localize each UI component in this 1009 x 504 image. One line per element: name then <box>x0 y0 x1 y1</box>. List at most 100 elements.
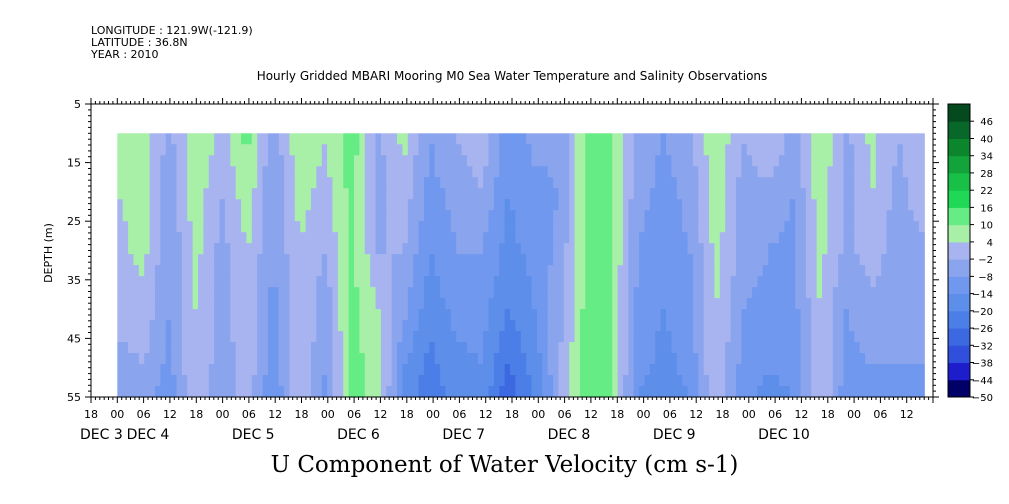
heatmap-cell <box>639 210 646 222</box>
heatmap-cell <box>445 133 452 145</box>
heatmap-cell <box>246 375 253 387</box>
heatmap-cell <box>370 309 377 321</box>
heatmap-cell <box>429 133 436 145</box>
heatmap-cell <box>165 133 172 145</box>
heatmap-cell <box>671 276 678 288</box>
heatmap-cell <box>354 375 360 387</box>
heatmap-cell <box>149 298 156 310</box>
heatmap-cell <box>160 375 167 387</box>
heatmap-cell <box>138 386 145 398</box>
heatmap-cell <box>305 375 312 387</box>
heatmap-cell <box>472 298 479 310</box>
heatmap-cell <box>289 276 296 288</box>
heatmap-cell <box>865 331 872 343</box>
heatmap-cell <box>440 232 447 244</box>
heatmap-cell <box>241 221 248 233</box>
heatmap-cell <box>762 144 769 156</box>
heatmap-cell <box>891 386 898 398</box>
heatmap-cell <box>235 298 242 310</box>
heatmap-cell <box>725 276 732 288</box>
heatmap-cell <box>612 320 619 332</box>
heatmap-cell <box>370 331 377 343</box>
heatmap-cell <box>762 232 769 244</box>
heatmap-cell <box>709 342 716 354</box>
heatmap-cell <box>122 144 129 156</box>
heatmap-cell <box>364 155 371 167</box>
heatmap-cell <box>660 331 667 343</box>
heatmap-cell <box>407 287 414 299</box>
heatmap-cell <box>709 177 716 189</box>
heatmap-cell <box>208 199 215 211</box>
heatmap-cell <box>138 276 145 288</box>
heatmap-cell <box>187 287 194 299</box>
heatmap-cell <box>337 309 344 321</box>
heatmap-cell <box>144 210 151 222</box>
heatmap-cell <box>310 331 317 343</box>
heatmap-cell <box>886 364 893 376</box>
heatmap-cell <box>617 309 624 321</box>
heatmap-cell <box>601 386 608 398</box>
heatmap-cell <box>881 133 888 145</box>
heatmap-cell <box>639 265 646 277</box>
heatmap-cell <box>569 221 576 233</box>
heatmap-cell <box>429 276 436 288</box>
heatmap-cell <box>133 331 140 343</box>
heatmap-cell <box>784 243 791 255</box>
heatmap-cell <box>536 353 543 365</box>
heatmap-cell <box>789 331 796 343</box>
heatmap-cell <box>875 144 882 156</box>
heatmap-cell <box>617 342 624 354</box>
heatmap-cell <box>881 342 888 354</box>
heatmap-cell <box>558 375 565 387</box>
heatmap-cell <box>714 155 721 167</box>
heatmap-cell <box>171 309 178 321</box>
heatmap-cell <box>257 243 264 255</box>
heatmap-cell <box>714 254 721 266</box>
heatmap-cell <box>251 364 258 376</box>
heatmap-cell <box>832 199 839 211</box>
heatmap-cell <box>440 276 447 288</box>
heatmap-cell <box>257 177 264 189</box>
heatmap-cell <box>122 265 129 277</box>
heatmap-cell <box>601 331 608 343</box>
heatmap-cell <box>499 342 506 354</box>
heatmap-cell <box>214 331 221 343</box>
colorbar-swatch <box>948 379 970 398</box>
heatmap-cell <box>149 265 156 277</box>
heatmap-cell <box>370 155 377 167</box>
heatmap-cell <box>805 188 812 200</box>
heatmap-cell <box>499 287 506 299</box>
heatmap-cell <box>832 155 839 167</box>
heatmap-cell <box>822 309 828 321</box>
heatmap-cell <box>440 188 447 200</box>
heatmap-cell <box>208 243 215 255</box>
heatmap-cell <box>165 232 172 244</box>
heatmap-cell <box>832 276 839 288</box>
heatmap-cell <box>192 364 199 376</box>
heatmap-cell <box>735 298 742 310</box>
heatmap-cell <box>337 364 344 376</box>
heatmap-cell <box>165 166 172 178</box>
heatmap-cell <box>596 144 603 156</box>
heatmap-cell <box>354 144 360 156</box>
heatmap-cell <box>300 188 307 200</box>
colorbar-label: −26 <box>972 324 993 335</box>
heatmap-cell <box>510 342 516 354</box>
heatmap-cell <box>778 166 785 178</box>
heatmap-cell <box>364 309 371 321</box>
heatmap-cell <box>461 188 468 200</box>
heatmap-cell <box>262 265 269 277</box>
heatmap-cell <box>488 386 495 398</box>
heatmap-cell <box>633 320 640 332</box>
heatmap-cell <box>144 320 151 332</box>
heatmap-cell <box>838 155 845 167</box>
heatmap-cell <box>208 177 215 189</box>
heatmap-cell <box>843 342 850 354</box>
heatmap-cell <box>348 353 355 365</box>
heatmap-cell <box>752 287 759 299</box>
heatmap-cell <box>719 353 726 365</box>
heatmap-cell <box>913 188 920 200</box>
heatmap-cell <box>789 364 796 376</box>
heatmap-cell <box>875 320 882 332</box>
heatmap-cell <box>649 276 656 288</box>
